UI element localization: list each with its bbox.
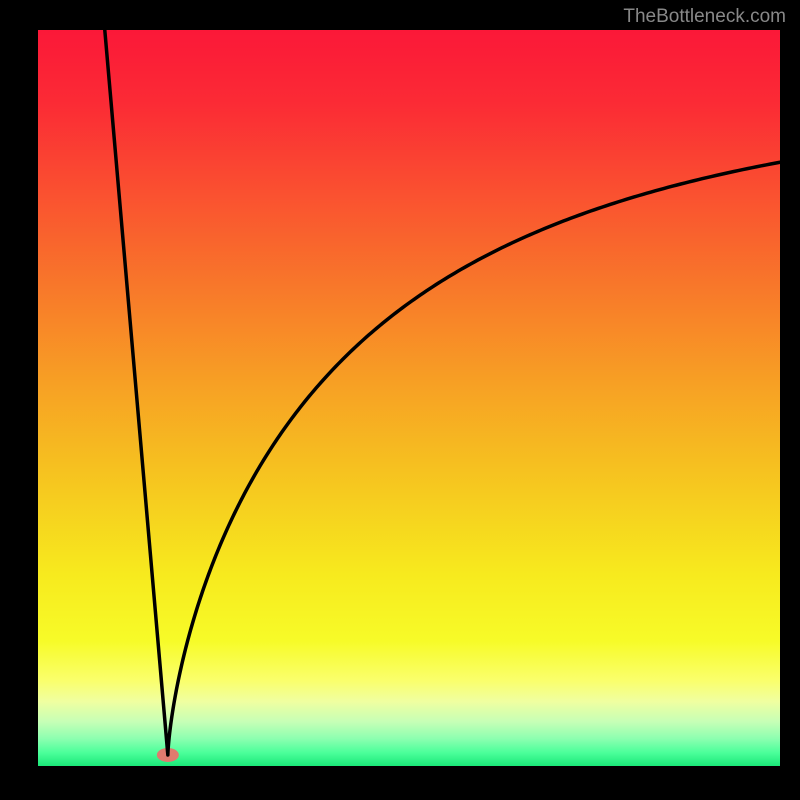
chart-plot-area (38, 30, 780, 766)
bottleneck-chart: TheBottleneck.com (0, 0, 800, 800)
watermark-text: TheBottleneck.com (623, 6, 786, 28)
chart-canvas (0, 0, 800, 800)
